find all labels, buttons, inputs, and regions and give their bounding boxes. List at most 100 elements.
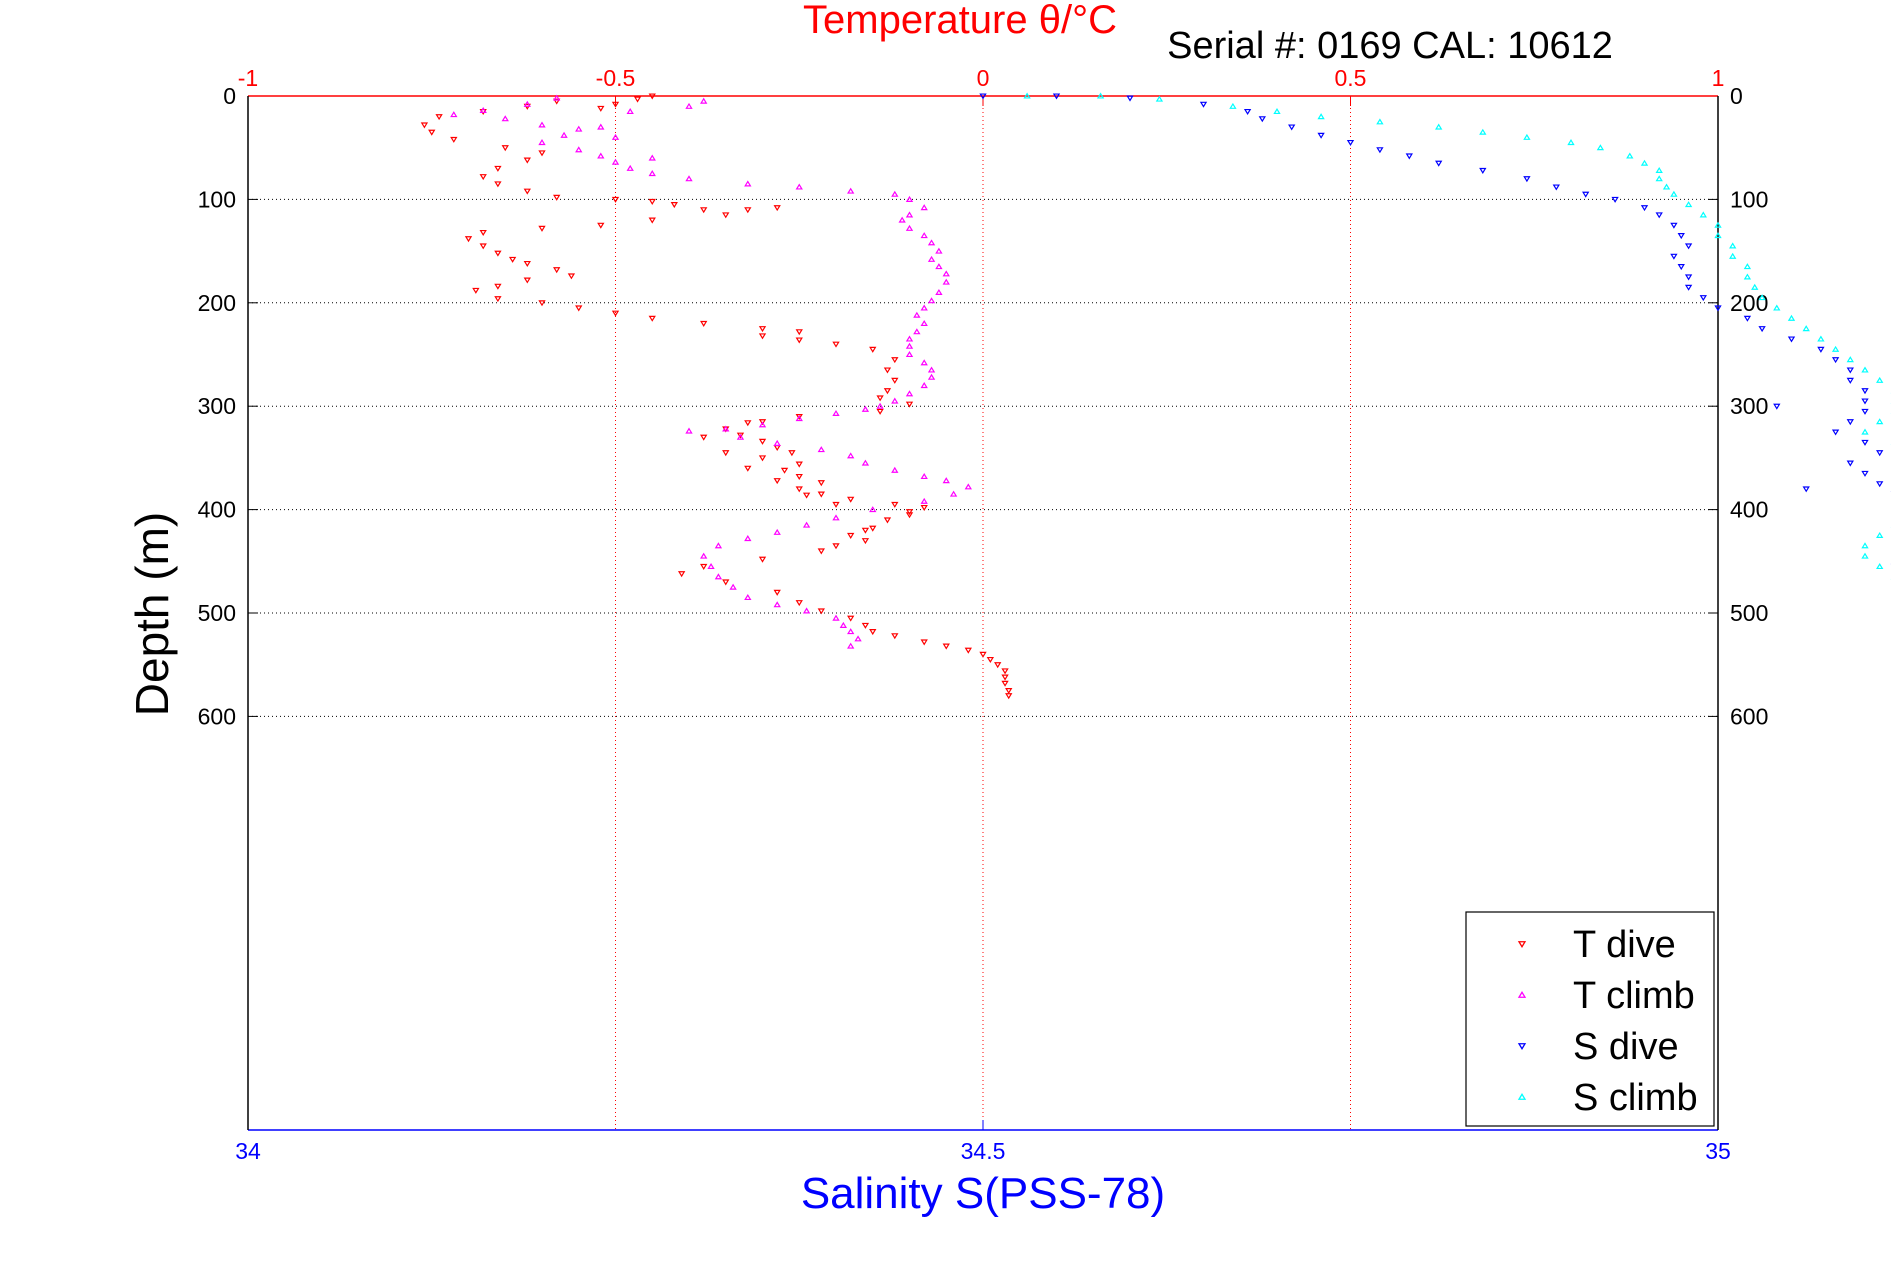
data-point — [1743, 273, 1752, 280]
y-tick-label-left: 600 — [198, 703, 236, 729]
data-point — [464, 236, 473, 243]
data-point — [920, 319, 928, 327]
data-point — [538, 139, 546, 146]
data-point — [1787, 336, 1796, 343]
data-point — [700, 320, 708, 327]
data-point — [1714, 305, 1722, 312]
data-point — [1861, 439, 1869, 446]
data-point — [869, 506, 877, 513]
data-point — [1567, 139, 1575, 146]
data-point — [935, 247, 943, 254]
data-points — [420, 92, 1891, 700]
data-point — [722, 425, 730, 432]
data-point — [523, 260, 531, 268]
data-point — [773, 439, 781, 446]
series-t-climb — [450, 94, 972, 649]
data-point — [677, 571, 686, 578]
data-point — [744, 420, 752, 427]
data-point — [1288, 124, 1296, 131]
data-point — [758, 438, 767, 445]
data-point — [817, 480, 825, 487]
data-point — [942, 278, 950, 285]
data-point — [494, 181, 502, 188]
data-point — [964, 647, 972, 654]
y-axis-label: Depth (m) — [126, 512, 178, 716]
data-point — [1376, 118, 1384, 125]
data-point — [1846, 377, 1854, 384]
data-point — [979, 93, 987, 100]
data-point — [611, 133, 620, 140]
data-point — [1005, 693, 1013, 700]
data-point — [883, 517, 892, 524]
data-point — [920, 473, 928, 480]
data-point — [817, 608, 825, 615]
data-point — [1523, 133, 1531, 140]
data-point — [538, 300, 546, 307]
data-point — [626, 164, 634, 171]
data-point — [1552, 184, 1560, 191]
data-point — [905, 224, 914, 231]
data-point — [479, 108, 487, 116]
data-point — [450, 136, 458, 143]
data-point — [847, 452, 855, 459]
data-point — [472, 287, 480, 294]
data-point — [847, 187, 855, 194]
data-point — [1670, 253, 1678, 260]
data-point — [1714, 221, 1722, 228]
data-point — [508, 256, 517, 263]
data-point — [479, 229, 487, 236]
data-point — [1346, 139, 1355, 147]
data-point — [479, 243, 487, 250]
data-point — [935, 263, 943, 270]
data-point — [1001, 668, 1009, 675]
data-point — [1258, 116, 1266, 123]
data-point — [1729, 242, 1737, 249]
data-point — [744, 207, 752, 214]
data-point — [891, 501, 899, 508]
y-tick-label-left: 300 — [198, 393, 236, 419]
data-point — [744, 535, 752, 542]
data-point — [891, 190, 899, 197]
data-point — [795, 600, 803, 607]
data-point — [773, 205, 781, 212]
data-point — [920, 497, 928, 504]
legend-box — [1465, 911, 1715, 1127]
data-point — [854, 635, 862, 642]
gridlines — [248, 96, 1718, 1130]
data-point — [891, 357, 899, 364]
data-point — [714, 573, 723, 580]
data-point — [1876, 481, 1884, 488]
data-point — [626, 108, 634, 115]
data-point — [986, 656, 995, 664]
data-point — [494, 250, 502, 257]
data-point — [1655, 175, 1663, 182]
data-point — [1876, 418, 1884, 425]
data-point — [597, 152, 605, 159]
data-point — [905, 211, 914, 218]
data-point — [633, 96, 642, 103]
data-point — [1861, 398, 1869, 405]
data-point — [1861, 552, 1869, 559]
data-point — [685, 102, 693, 109]
data-point — [494, 283, 502, 290]
data-point — [1001, 674, 1009, 681]
data-point — [905, 335, 914, 342]
data-point — [758, 556, 767, 563]
data-point — [1831, 357, 1840, 364]
y-tick-label-right: 600 — [1730, 703, 1768, 729]
axes — [247, 95, 1719, 1131]
data-point — [905, 509, 914, 516]
data-point — [538, 121, 546, 128]
data-point — [795, 329, 803, 336]
data-point — [575, 305, 583, 312]
data-point — [567, 273, 576, 280]
data-point — [883, 367, 892, 374]
data-point — [861, 459, 870, 466]
data-point — [700, 434, 708, 441]
data-point — [597, 123, 605, 130]
series-s-climb — [1023, 92, 1891, 580]
data-point — [1655, 212, 1663, 219]
series-s-dive — [979, 93, 1891, 565]
y-tick-label-left: 0 — [223, 83, 236, 109]
